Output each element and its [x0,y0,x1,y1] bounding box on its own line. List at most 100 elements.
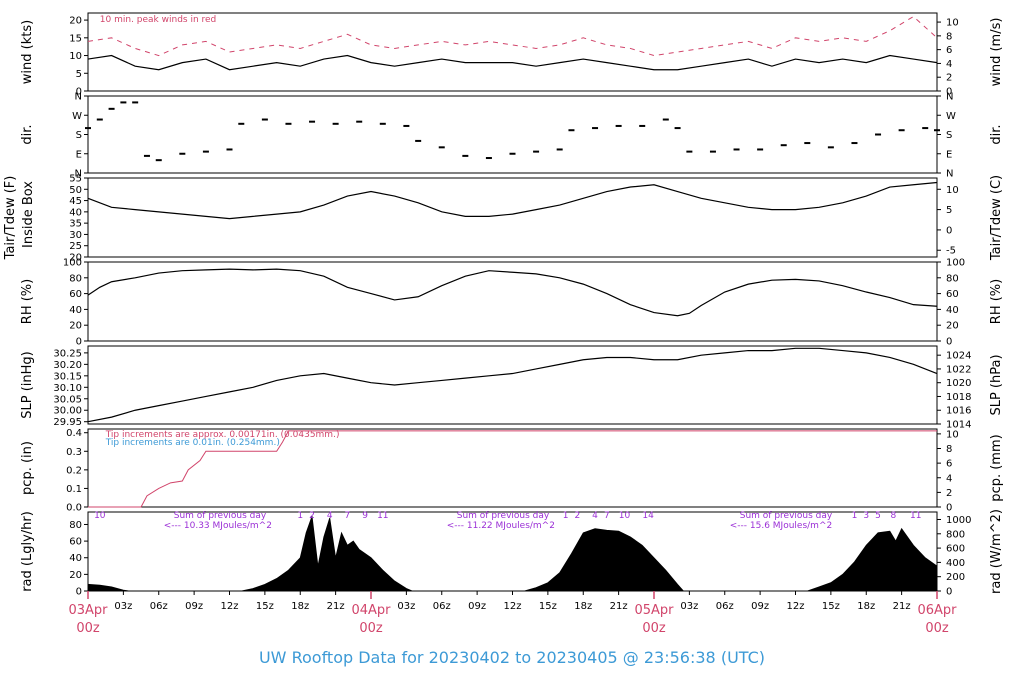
slp-rtick-label: 1024 [946,351,971,362]
dir-point [875,133,882,136]
x-hour-label: 18z [574,601,592,612]
slp-rtick-label: 1018 [946,392,971,403]
dir-ytick-label: N [75,169,82,180]
rad-rtick-label: 1000 [946,515,971,526]
rad-area [87,516,938,592]
temp-ytick-label: 30 [69,230,82,241]
rad-top-digit: 5 [875,511,881,521]
dir-ylabel-right: dir. [989,124,1004,144]
dir-point [132,101,139,104]
dir-rtick-label: E [946,149,952,160]
wind-rtick-label: 4 [946,59,952,70]
dir-point [356,120,363,123]
rad-ylabel-right: rad (W/m^2) [989,509,1004,594]
rad-top-digit: 1 [563,511,569,521]
temp-ytick-label: 55 [69,174,82,185]
rad-top-digit: 7 [604,511,610,521]
dir-point [462,154,469,157]
x-hour-label: 09z [468,601,486,612]
rh-rtick-label: 0 [946,337,952,348]
wind-ylabel-right: wind (m/s) [989,18,1004,87]
rh-ytick-label: 60 [69,289,82,300]
temp-ytick-label: 45 [69,196,82,207]
dir-point [556,148,563,151]
x-day-sublabel: 00z [925,621,949,636]
slp-rtick-label: 1014 [946,420,971,431]
slp-rtick-label: 1022 [946,364,971,375]
temp-ylabel-right: Tair/Tdew (C) [989,175,1004,261]
x-hour-label: 18z [857,601,875,612]
pcp-line [88,430,937,508]
dir-point [143,154,150,157]
dir-rtick-label: N [946,169,953,180]
rh-rtick-label: 40 [946,305,959,316]
rad-top-digit: 11 [377,511,388,521]
dir-point [662,118,669,121]
temp-rtick-label: -5 [946,246,956,257]
dir-point [85,127,91,130]
wind-ytick-label: 15 [69,33,82,44]
dir-point [155,159,162,162]
slp-ytick-label: 30.20 [53,360,82,371]
slp-ytick-label: 30.15 [53,371,82,382]
dir-point [615,124,622,127]
dir-point [261,118,268,121]
wind-ytick-label: 5 [76,69,82,80]
x-hour-label: 15z [822,601,840,612]
rad-note-line1: Sum of previous day [457,511,550,521]
rad-top-digit: 11 [910,511,921,521]
rh-line [87,268,938,317]
rh-frame [87,261,938,342]
temp-ytick-label: 40 [69,207,82,218]
wind-annotation: 10 min. peak winds in red [100,15,216,25]
temp-rtick-label: 10 [946,185,959,196]
temp-frame [87,177,938,258]
wind-ylabel: wind (kts) [20,20,35,84]
slp-ytick-label: 29.95 [53,417,82,428]
x-hour-label: 09z [751,601,769,612]
rh-ytick-label: 100 [63,258,82,269]
slp-rtick-label: 1016 [946,406,971,417]
x-hour-label: 09z [185,601,203,612]
wind-rtick-label: 6 [946,45,952,56]
pcp-rtick-label: 2 [946,488,952,499]
rad-top-digit: 1 [297,511,303,521]
dir-point [438,146,445,149]
rad-note-line2: <--- 15.6 MJoules/m^2 [730,521,832,531]
pcp-ylabel-right: pcp. (mm) [989,434,1004,501]
x-hour-label: 12z [221,601,239,612]
slp-line [87,347,938,423]
dir-point [934,129,940,132]
dir-point [533,150,540,153]
dir-point [108,107,115,110]
rh-rtick-label: 100 [946,258,965,269]
x-day-label: 03Apr [68,603,108,618]
rad-top-digit: 9 [362,511,368,521]
dir-point [226,148,233,151]
x-hour-label: 18z [291,601,309,612]
rad-top-digit: 1 [852,511,858,521]
rh-ytick-label: 40 [69,305,82,316]
temp-ytick-label: 35 [69,219,82,230]
dir-point [827,146,834,149]
rad-rtick-label: 0 [946,587,952,598]
rh-ylabel: RH (%) [20,279,35,324]
rad-rtick-label: 800 [946,529,965,540]
x-hour-label: 06z [716,601,734,612]
wind-rtick-label: 8 [946,31,952,42]
x-hour-label: 15z [256,601,274,612]
dir-point [202,150,209,153]
dir-rtick-label: N [946,92,953,103]
x-hour-label: 03z [680,601,698,612]
dir-point [309,120,316,123]
pcp-rtick-label: 8 [946,444,952,455]
dir-point [415,139,422,142]
pcp-rtick-label: 0 [946,503,952,514]
x-hour-label: 03z [114,601,132,612]
rad-rtick-label: 200 [946,572,965,583]
rad-top-digit: 10 [94,511,106,521]
dir-ylabel: dir. [20,124,35,144]
x-day-label: 04Apr [351,603,391,618]
slp-rtick-label: 1020 [946,378,971,389]
x-hour-label: 21z [610,601,628,612]
